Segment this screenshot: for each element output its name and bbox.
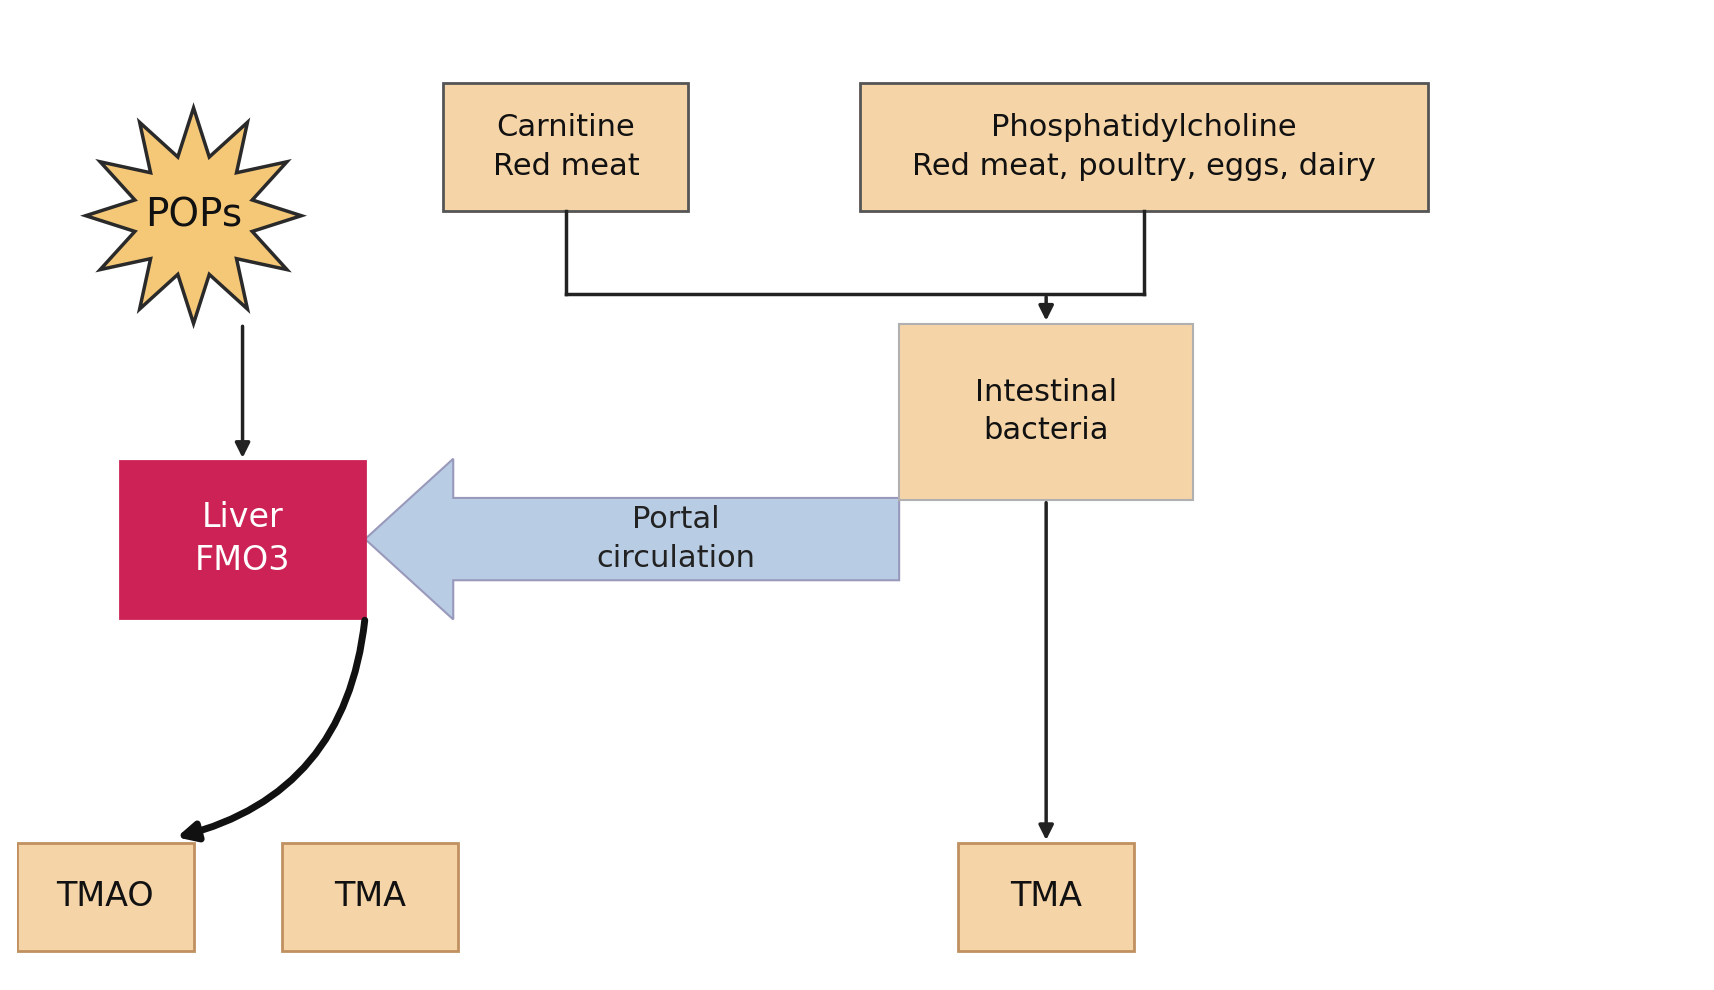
FancyBboxPatch shape bbox=[17, 842, 194, 950]
FancyBboxPatch shape bbox=[898, 324, 1193, 500]
Text: Liver
FMO3: Liver FMO3 bbox=[195, 501, 290, 577]
Text: TMA: TMA bbox=[1010, 880, 1082, 914]
Text: Phosphatidylcholine
Red meat, poultry, eggs, dairy: Phosphatidylcholine Red meat, poultry, e… bbox=[912, 114, 1375, 181]
FancyBboxPatch shape bbox=[444, 83, 687, 211]
FancyBboxPatch shape bbox=[120, 460, 365, 618]
FancyArrowPatch shape bbox=[183, 621, 365, 839]
Polygon shape bbox=[365, 458, 898, 620]
FancyBboxPatch shape bbox=[859, 83, 1428, 211]
Text: Intestinal
bacteria: Intestinal bacteria bbox=[975, 378, 1116, 446]
FancyBboxPatch shape bbox=[281, 842, 458, 950]
FancyBboxPatch shape bbox=[958, 842, 1133, 950]
Text: TMAO: TMAO bbox=[57, 880, 154, 914]
Text: TMA: TMA bbox=[334, 880, 406, 914]
Polygon shape bbox=[86, 108, 302, 324]
Text: Carnitine
Red meat: Carnitine Red meat bbox=[492, 114, 639, 181]
Text: Portal
circulation: Portal circulation bbox=[596, 506, 756, 572]
Text: POPs: POPs bbox=[146, 197, 242, 235]
